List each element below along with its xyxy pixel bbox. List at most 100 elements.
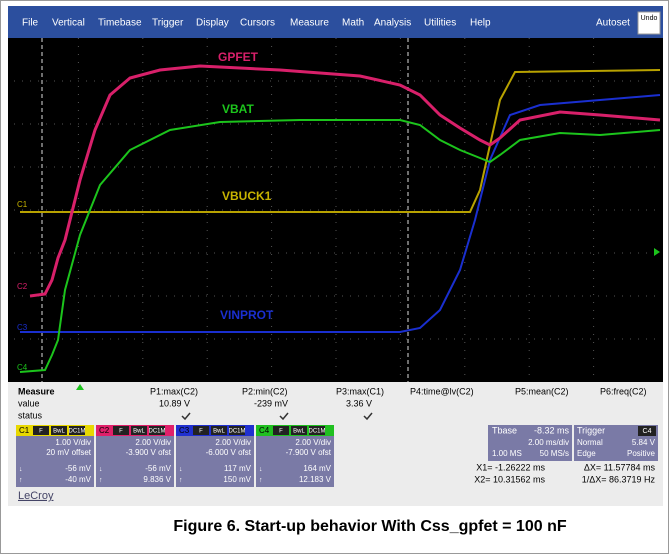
channel-tag-box xyxy=(69,426,85,435)
arrow-up: ↑ xyxy=(179,477,183,484)
measure-param: P6:freq(C2) xyxy=(600,386,647,396)
measure-title: Measure xyxy=(18,386,55,396)
channel-min: -56 mV xyxy=(145,464,171,473)
plot-area xyxy=(8,38,663,382)
channel-min: 164 mV xyxy=(303,464,331,473)
menu-bar xyxy=(8,6,663,38)
trigger-channel-box xyxy=(638,426,656,436)
measure-param: P4:time@lv(C2) xyxy=(410,386,474,396)
measure-row-label: status xyxy=(18,410,43,420)
timebase-box[interactable] xyxy=(488,425,572,461)
channel-tag-box xyxy=(113,426,129,435)
undo-label[interactable]: Undo xyxy=(641,15,658,22)
channel-tag-box xyxy=(149,426,165,435)
menu-item[interactable]: Trigger xyxy=(152,18,184,29)
channel-tag-box xyxy=(211,426,227,435)
arrow-down: ↓ xyxy=(259,466,263,473)
channel-tag-box xyxy=(51,426,67,435)
channel-vdiv: 1.00 V/div xyxy=(55,438,91,447)
status-check xyxy=(363,412,373,421)
grid xyxy=(14,38,658,382)
channel-tag: F xyxy=(119,429,123,435)
channel-max: 150 mV xyxy=(223,475,251,484)
cursor-readout: ΔX= 11.57784 ms xyxy=(584,462,656,472)
channel-name: C3 xyxy=(179,426,190,435)
channel-tag-box xyxy=(193,426,209,435)
channel-tag-box xyxy=(33,426,49,435)
menu-item[interactable]: Help xyxy=(470,18,491,29)
measure-param: P1:max(C2) xyxy=(150,386,198,396)
channel-tag-box xyxy=(131,426,147,435)
trigger-slope: Positive xyxy=(627,449,656,458)
channel-max: 9.836 V xyxy=(143,475,171,484)
trace-vinprot xyxy=(20,94,661,333)
channel-marker: C3 xyxy=(17,323,28,332)
trace-vbat xyxy=(19,119,661,373)
menu-item[interactable]: Vertical xyxy=(52,18,85,29)
caption: Figure 6. Start-up behavior With Css_gpf… xyxy=(173,518,566,535)
channel-min: -56 mV xyxy=(65,464,91,473)
measure-param: P3:max(C1) xyxy=(336,386,384,396)
autoset-button[interactable]: Autoset xyxy=(596,18,630,29)
channel-tag: DC1M xyxy=(308,429,325,435)
channel-marker: C1 xyxy=(17,200,28,209)
cursor-readout: X2= 10.31562 ms xyxy=(474,474,545,484)
channel-max: 12.183 V xyxy=(299,475,332,484)
channel-offset: -7.900 V ofst xyxy=(286,448,332,457)
channel-name: C2 xyxy=(99,426,110,435)
channel-offset: 20 mV offset xyxy=(46,448,92,457)
channel-tag: F xyxy=(279,429,283,435)
trace-gpfet xyxy=(29,64,661,298)
timebase-label: Tbase xyxy=(492,425,517,435)
channel-tag: BwL xyxy=(213,429,225,435)
channel-min: 117 mV xyxy=(224,464,252,473)
menu-item[interactable]: File xyxy=(22,18,39,29)
channel-tag: DC1M xyxy=(148,429,165,435)
menu-item[interactable]: Display xyxy=(196,18,229,29)
timebase-div: 2.00 ms/div xyxy=(528,438,569,447)
channel-tag-box xyxy=(291,426,307,435)
channel-name: C4 xyxy=(259,426,270,435)
channel-vdiv: 2.00 V/div xyxy=(215,438,251,447)
measure-param: P2:min(C2) xyxy=(242,386,288,396)
channel-tag-box xyxy=(229,426,245,435)
arrow-up: ↑ xyxy=(259,477,263,484)
measure-param: P5:mean(C2) xyxy=(515,386,569,396)
channel-tag: BwL xyxy=(53,429,65,435)
trace-label: VBAT xyxy=(222,102,254,116)
channel-marker: C2 xyxy=(17,282,28,291)
channel-vdiv: 2.00 V/div xyxy=(135,438,171,447)
channel-offset: -6.000 V ofst xyxy=(206,448,252,457)
arrow-down: ↓ xyxy=(19,466,23,473)
menu-item[interactable]: Utilities xyxy=(424,18,456,29)
menu-item[interactable]: Measure xyxy=(290,18,329,29)
timebase-value: -8.32 ms xyxy=(534,425,570,435)
trigger-type: Edge xyxy=(577,449,596,458)
channel-tag: BwL xyxy=(293,429,305,435)
cursor-readout: X1= -1.26222 ms xyxy=(476,462,545,472)
traces xyxy=(19,38,661,390)
trace-label: VINPROT xyxy=(220,308,274,322)
timebase-rate: 50 MS/s xyxy=(540,449,569,458)
channel-vdiv: 2.00 V/div xyxy=(295,438,331,447)
arrow-down: ↓ xyxy=(99,466,103,473)
measure-value: 3.36 V xyxy=(346,398,372,408)
menu-item[interactable]: Cursors xyxy=(240,18,275,29)
menu-item[interactable]: Math xyxy=(342,18,364,29)
trigger-label: Trigger xyxy=(577,425,605,435)
cursor-readout: 1/ΔX= 86.3719 Hz xyxy=(582,474,656,484)
trigger-level-marker xyxy=(654,248,660,256)
channel-tag: DC1M xyxy=(68,429,85,435)
status-check xyxy=(181,412,191,421)
channel-tag-box xyxy=(309,426,325,435)
menu-item[interactable]: Timebase xyxy=(98,18,142,29)
trigger-mode: Normal xyxy=(577,438,603,447)
timebase-samples: 1.00 MS xyxy=(492,449,522,458)
brand: LeCroy xyxy=(18,490,54,502)
undo-button[interactable] xyxy=(637,11,661,35)
status-check xyxy=(279,412,289,421)
menu-item[interactable]: Analysis xyxy=(374,18,411,29)
trace-label: GPFET xyxy=(218,50,259,64)
channel-max: -40 mV xyxy=(65,475,91,484)
